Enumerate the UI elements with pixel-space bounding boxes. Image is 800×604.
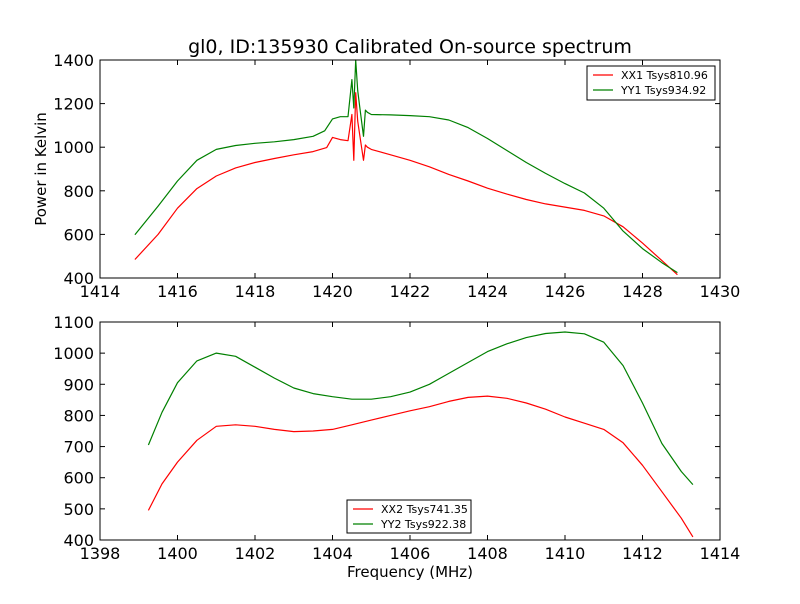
series-line-yy1 bbox=[134, 59, 678, 274]
legend: XX2 Tsys741.35 YY2 Tsys922.38 bbox=[346, 499, 472, 534]
x-tick-label: 1408 bbox=[467, 544, 508, 563]
chart-title: gl0, ID:135930 Calibrated On-source spec… bbox=[188, 36, 632, 58]
x-tick-label: 1398 bbox=[80, 544, 121, 563]
x-tick-label: 1418 bbox=[235, 282, 276, 301]
y-tick-label: 700 bbox=[63, 438, 94, 457]
y-tick-label: 800 bbox=[63, 406, 94, 425]
x-tick-label: 1416 bbox=[157, 282, 198, 301]
y-tick-label: 600 bbox=[63, 225, 94, 244]
y-tick-label: 600 bbox=[63, 469, 94, 488]
x-tick-label: 1424 bbox=[467, 282, 508, 301]
legend-box bbox=[346, 499, 472, 534]
series-line-yy2 bbox=[147, 331, 694, 485]
x-tick-label: 1402 bbox=[235, 544, 276, 563]
bottom-panel: 1398 1400 1402 1404 1406 1408 1410 1412 1414 400 5… bbox=[53, 313, 740, 581]
x-tick-label: 1414 bbox=[700, 544, 741, 563]
legend-label: YY2 Tsys922.38 bbox=[380, 518, 466, 531]
x-tick-label: 1422 bbox=[390, 282, 431, 301]
y-tick-label: 1000 bbox=[53, 138, 94, 157]
top-panel: 1414 1416 1418 1420 1422 1424 1426 1428 1430 400 6… bbox=[32, 36, 740, 301]
legend-label: YY1 Tsys934.92 bbox=[620, 84, 706, 97]
y-tick-label: 400 bbox=[63, 269, 94, 288]
x-tick-label: 1400 bbox=[157, 544, 198, 563]
x-tick-label: 1430 bbox=[700, 282, 741, 301]
y-tick-label: 1400 bbox=[53, 51, 94, 70]
x-tick-label: 1404 bbox=[312, 544, 353, 563]
x-axis-label: Frequency (MHz) bbox=[347, 563, 473, 581]
legend-box bbox=[586, 65, 716, 101]
x-tick-label: 1414 bbox=[80, 282, 121, 301]
y-axis-label: Power in Kelvin bbox=[32, 112, 50, 226]
y-tick-label: 1100 bbox=[53, 313, 94, 332]
x-tick-label: 1426 bbox=[545, 282, 586, 301]
legend-label: XX1 Tsys810.96 bbox=[621, 69, 708, 82]
y-tick-label: 1200 bbox=[53, 95, 94, 114]
x-tick-label: 1412 bbox=[622, 544, 663, 563]
y-tick-label: 1000 bbox=[53, 344, 94, 363]
series-line-xx2 bbox=[147, 395, 694, 538]
x-tick-label: 1428 bbox=[622, 282, 663, 301]
y-tick-label: 400 bbox=[63, 531, 94, 550]
x-tick-label: 1406 bbox=[390, 544, 431, 563]
series-line-xx1 bbox=[134, 92, 678, 276]
y-tick-label: 900 bbox=[63, 375, 94, 394]
legend-label: XX2 Tsys741.35 bbox=[381, 503, 468, 516]
x-tick-label: 1410 bbox=[545, 544, 586, 563]
x-tick-label: 1420 bbox=[312, 282, 353, 301]
y-tick-label: 500 bbox=[63, 500, 94, 519]
y-tick-label: 800 bbox=[63, 182, 94, 201]
legend: XX1 Tsys810.96 YY1 Tsys934.92 bbox=[586, 65, 716, 101]
